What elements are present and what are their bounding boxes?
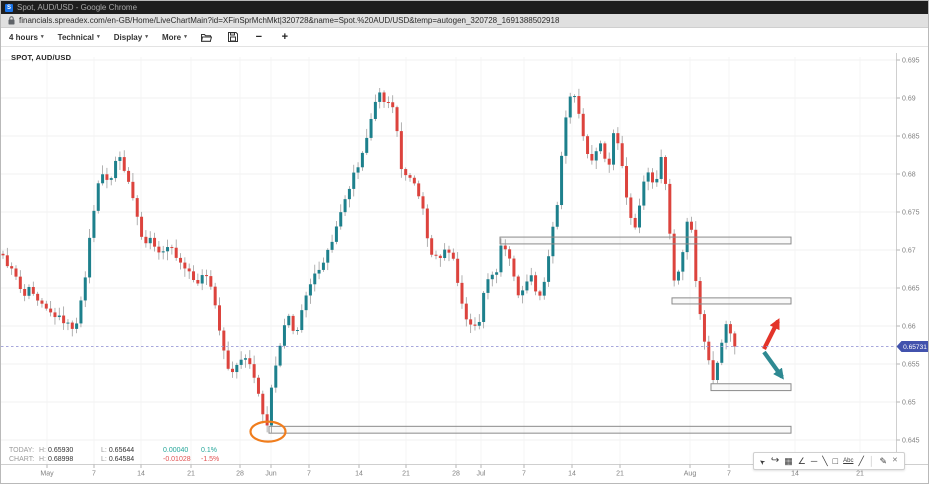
svg-text:7: 7: [92, 471, 96, 478]
svg-text:14: 14: [137, 471, 145, 478]
svg-text:Jul: Jul: [477, 471, 486, 478]
trendline-tool-icon[interactable]: ╲: [822, 456, 828, 466]
today-stats-row: TODAY: H: 0.65930 L: 0.65644 0.00040 0.1…: [9, 446, 225, 455]
window-title: Spot, AUD/USD - Google Chrome: [17, 3, 138, 12]
chart-stats-row: CHART: H: 0.68998 L: 0.64584 -0.01028 -1…: [9, 455, 225, 464]
chevron-down-icon: ▾: [145, 34, 148, 40]
open-folder-icon[interactable]: [201, 31, 213, 43]
svg-text:0.66: 0.66: [902, 324, 916, 331]
svg-text:0.655: 0.655: [902, 362, 920, 369]
svg-text:28: 28: [236, 471, 244, 478]
svg-text:0.67: 0.67: [902, 248, 916, 255]
svg-text:7: 7: [522, 471, 526, 478]
save-icon[interactable]: [227, 31, 239, 43]
axes: 0.695 0.69 0.685 0.68 0.675 0.67 0.665 0.66 0.65…: [1, 53, 928, 478]
svg-text:21: 21: [856, 471, 864, 478]
favicon: S: [5, 3, 13, 12]
svg-text:0.69: 0.69: [902, 96, 916, 103]
svg-text:0.685: 0.685: [902, 134, 920, 141]
svg-text:0.68: 0.68: [902, 172, 916, 179]
svg-text:0.695: 0.695: [902, 58, 920, 65]
chart-low: 0.64584: [108, 456, 135, 463]
svg-text:0.65: 0.65: [902, 400, 916, 407]
today-change-pct: 0.1%: [201, 447, 217, 454]
pencil-tool-icon[interactable]: ✎: [879, 456, 888, 466]
svg-text:14: 14: [568, 471, 576, 478]
svg-text:21: 21: [187, 471, 195, 478]
chart-toolbar: 4 hours ▾ Technical ▾ Display ▾ More ▾: [1, 28, 928, 47]
pointer-tool-icon[interactable]: ➤: [758, 456, 768, 466]
chart-canvas[interactable]: 0.695 0.69 0.685 0.68 0.675 0.67 0.665 0.66 0.65…: [1, 47, 929, 484]
chevron-down-icon: ▾: [96, 34, 100, 40]
svg-text:7: 7: [307, 471, 311, 478]
svg-text:0.675: 0.675: [902, 210, 920, 217]
menu-display[interactable]: Display ▾: [113, 32, 148, 42]
svg-text:0.665: 0.665: [902, 286, 920, 293]
menu-technical[interactable]: Technical ▾: [57, 32, 100, 42]
highlight-ellipse[interactable]: [249, 420, 287, 443]
chart-change-pct: -1.5%: [201, 456, 220, 463]
today-change: 0.00040: [163, 447, 189, 454]
svg-text:7: 7: [727, 471, 731, 478]
chart-change: -0.01028: [163, 456, 191, 463]
svg-text:May: May: [40, 471, 54, 478]
separator: │: [868, 456, 875, 466]
grid-tool-icon[interactable]: ▦: [784, 456, 793, 466]
today-low: 0.65644: [108, 447, 135, 454]
axes-tool-icon[interactable]: ∠: [797, 456, 806, 466]
svg-text:0.65731: 0.65731: [903, 344, 927, 351]
svg-text:28: 28: [452, 471, 460, 478]
url-bar[interactable]: financials.spreadex.com/en-GB/Home/LiveC…: [1, 14, 928, 28]
sr-zones[interactable]: [268, 236, 792, 434]
horizontal-line-tool-icon[interactable]: ─: [810, 456, 818, 466]
svg-text:14: 14: [791, 471, 799, 478]
zoom-in-button[interactable]: +: [281, 31, 289, 43]
symbol-label: SPOT, AUD/USD: [11, 53, 72, 62]
drawing-toolbar: ➤ ↪ ▦ ∠ ─ ╲ □ Abc ╱ │ ✎ ✕: [753, 452, 905, 470]
window-titlebar: S Spot, AUD/USD - Google Chrome: [1, 1, 928, 14]
gridlines: [1, 57, 896, 464]
diagonal-line-tool-icon[interactable]: ╱: [858, 456, 864, 466]
up-arrow-annotation[interactable]: [762, 318, 780, 350]
svg-text:14: 14: [355, 471, 363, 478]
chevron-down-icon: ▾: [184, 34, 187, 40]
close-toolbar-icon[interactable]: ✕: [892, 457, 898, 464]
svg-text:Jun: Jun: [265, 471, 276, 478]
url-text[interactable]: financials.spreadex.com/en-GB/Home/LiveC…: [19, 16, 560, 25]
curve-arrow-tool-icon[interactable]: ↪: [770, 455, 780, 466]
svg-text:21: 21: [616, 471, 624, 478]
down-arrow-annotation[interactable]: [762, 350, 784, 380]
svg-text:0.645: 0.645: [902, 438, 920, 445]
menu-timeframe[interactable]: 4 hours ▾: [9, 32, 44, 42]
candles: [1, 87, 737, 433]
chart-area: 0.695 0.69 0.685 0.68 0.675 0.67 0.665 0.66 0.65…: [1, 47, 929, 484]
padlock-icon: [8, 16, 15, 25]
text-tool-icon[interactable]: Abc: [843, 458, 854, 464]
svg-text:Aug: Aug: [684, 471, 697, 478]
menu-more[interactable]: More ▾: [161, 32, 187, 42]
today-high: 0.65930: [48, 447, 74, 454]
chevron-down-icon: ▾: [40, 34, 44, 40]
chart-high: 0.68998: [48, 456, 74, 463]
chart-stats: TODAY: H: 0.65930 L: 0.65644 0.00040 0.1…: [9, 446, 225, 464]
current-price-tag: 0.65731: [896, 340, 928, 352]
zoom-out-button[interactable]: −: [255, 31, 263, 43]
svg-text:21: 21: [402, 471, 410, 478]
rectangle-tool-icon[interactable]: □: [832, 456, 839, 466]
